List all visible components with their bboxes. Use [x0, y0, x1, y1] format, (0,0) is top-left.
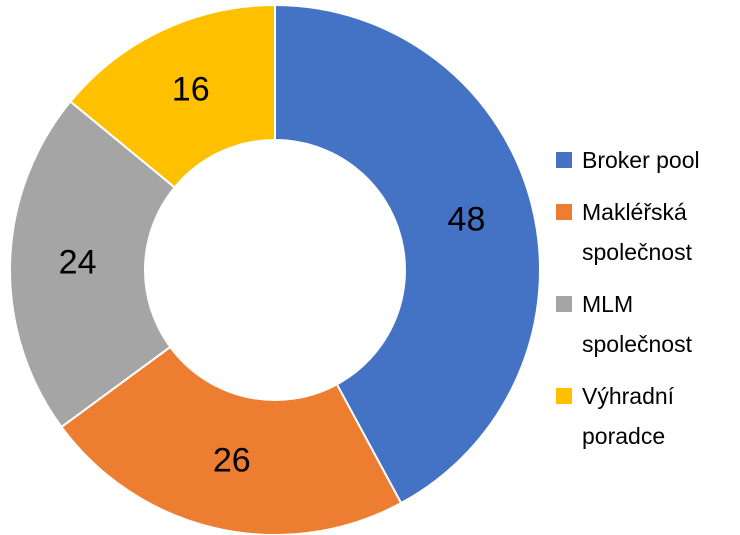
- legend: Broker pool Makléřská společnost MLM spole…: [556, 140, 732, 468]
- legend-swatch: [556, 204, 572, 220]
- legend-label: MLM společnost: [582, 291, 692, 357]
- legend-label: Makléřská společnost: [582, 199, 692, 265]
- legend-item: Broker pool: [556, 140, 732, 180]
- legend-label: Výhradní poradce: [582, 383, 675, 449]
- donut-segment: [60, 345, 403, 535]
- legend-swatch: [556, 388, 572, 404]
- legend-item: Makléřská společnost: [556, 192, 732, 272]
- data-label: 16: [172, 70, 210, 108]
- legend-label: Broker pool: [582, 147, 700, 173]
- legend-swatch: [556, 296, 572, 312]
- data-label: 24: [59, 244, 97, 282]
- legend-item: MLM společnost: [556, 284, 732, 364]
- donut-segment: [9, 100, 177, 429]
- legend-item: Výhradní poradce: [556, 376, 732, 456]
- donut: 48 26 24 16: [9, 3, 541, 535]
- data-label: 48: [448, 201, 486, 239]
- donut-segment: [274, 3, 541, 505]
- donut-segment: [69, 3, 276, 189]
- data-label: 26: [213, 442, 251, 480]
- legend-swatch: [556, 152, 572, 168]
